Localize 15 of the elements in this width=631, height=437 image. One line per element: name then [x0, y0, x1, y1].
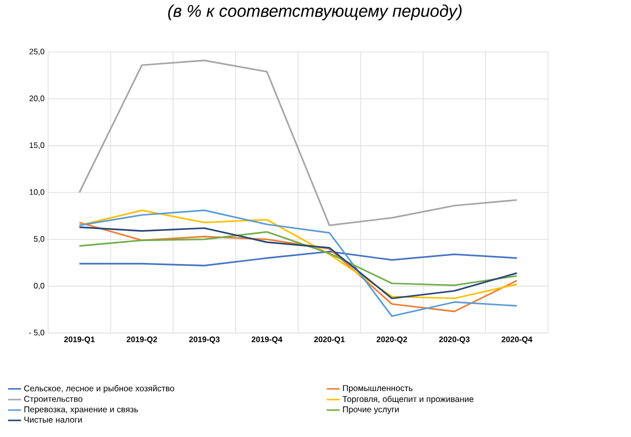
line-series: [78, 210, 518, 300]
legend-label: Сельское, лесное и рыбное хозяйство: [24, 384, 174, 394]
line-series: [78, 210, 518, 317]
line-series: [78, 226, 518, 300]
legend-label: Торговля, общепит и проживание: [342, 396, 474, 404]
chart-title: (в % к соответствующему периоду): [168, 4, 462, 20]
legend-label: Прочие услуги: [343, 406, 399, 414]
legend-label: Перевозка, хранение и связь: [24, 406, 138, 414]
line-series: [78, 222, 518, 312]
line-series: [78, 250, 518, 266]
legend-label: Промышленность: [343, 385, 412, 393]
line-series: [78, 231, 518, 286]
legend-label: Чистые налоги: [24, 416, 82, 423]
line-series: [78, 60, 518, 226]
legend-label: Строительство: [24, 396, 82, 404]
